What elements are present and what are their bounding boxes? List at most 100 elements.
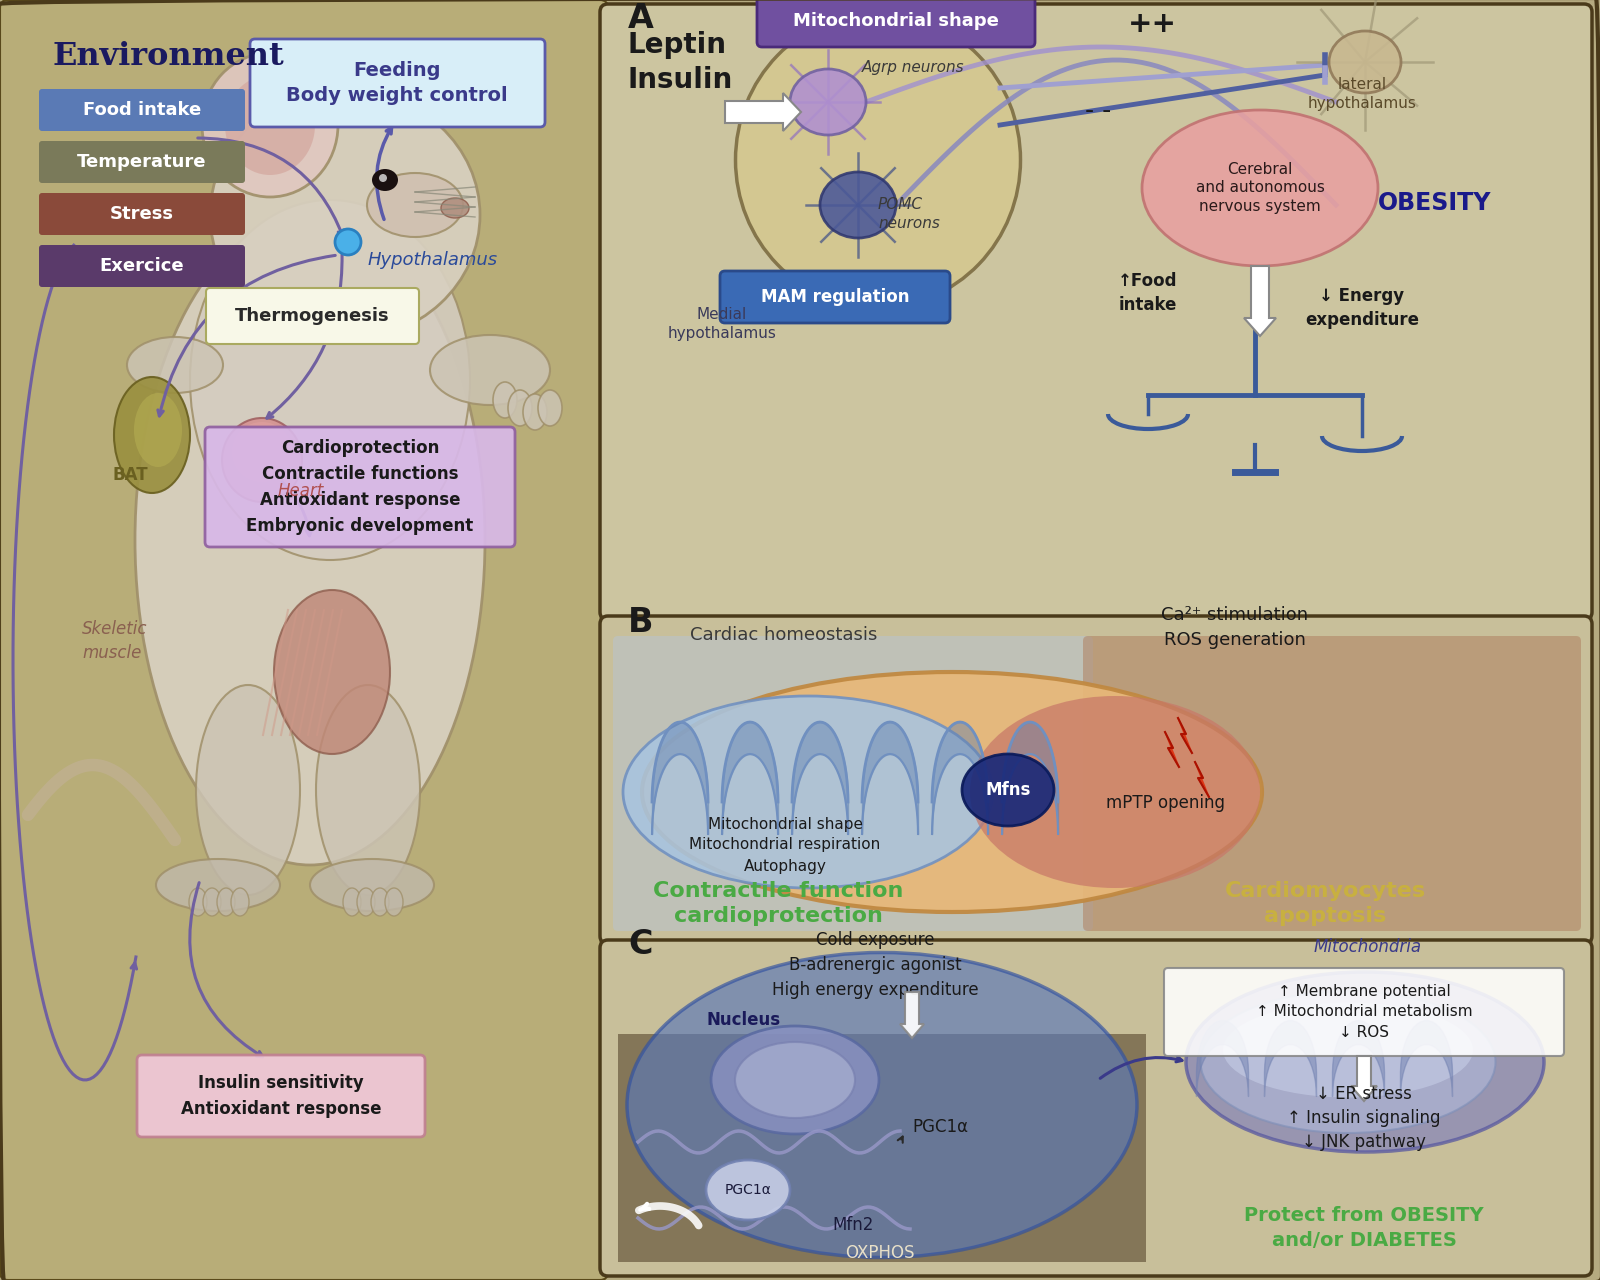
- Ellipse shape: [134, 215, 485, 865]
- Text: Mfns: Mfns: [986, 781, 1030, 799]
- Ellipse shape: [642, 672, 1262, 911]
- Text: Mitochondrial shape
Mitochondrial respiration
Autophagy: Mitochondrial shape Mitochondrial respir…: [690, 817, 880, 873]
- Ellipse shape: [274, 590, 390, 754]
- FancyArrow shape: [725, 93, 802, 131]
- Ellipse shape: [190, 200, 470, 561]
- FancyBboxPatch shape: [38, 244, 245, 287]
- Text: Stress: Stress: [110, 205, 174, 223]
- Ellipse shape: [1186, 972, 1544, 1152]
- FancyArrow shape: [1245, 266, 1277, 335]
- Ellipse shape: [203, 888, 221, 916]
- FancyBboxPatch shape: [600, 4, 1592, 620]
- FancyBboxPatch shape: [38, 141, 245, 183]
- Text: Insulin sensitivity
Antioxidant response: Insulin sensitivity Antioxidant response: [181, 1074, 381, 1117]
- FancyBboxPatch shape: [138, 1055, 426, 1137]
- Ellipse shape: [371, 169, 398, 191]
- FancyBboxPatch shape: [600, 616, 1592, 945]
- Ellipse shape: [790, 69, 866, 134]
- Text: Hypothalamus: Hypothalamus: [368, 251, 498, 269]
- FancyBboxPatch shape: [38, 193, 245, 236]
- Text: Cold exposure
B-adrenergic agonist
High energy expenditure: Cold exposure B-adrenergic agonist High …: [771, 931, 978, 998]
- Ellipse shape: [442, 198, 469, 218]
- Ellipse shape: [627, 952, 1138, 1257]
- Ellipse shape: [538, 390, 562, 426]
- FancyBboxPatch shape: [720, 271, 950, 323]
- Ellipse shape: [710, 1027, 878, 1134]
- FancyBboxPatch shape: [0, 0, 608, 1280]
- Text: C: C: [627, 928, 653, 961]
- Ellipse shape: [222, 419, 302, 502]
- Text: Food intake: Food intake: [83, 101, 202, 119]
- Polygon shape: [1195, 762, 1210, 797]
- Text: OXPHOS: OXPHOS: [845, 1244, 915, 1262]
- Text: Thermogenesis: Thermogenesis: [235, 307, 389, 325]
- Text: Environment: Environment: [51, 41, 283, 72]
- Ellipse shape: [509, 390, 531, 426]
- Polygon shape: [1165, 732, 1179, 767]
- Text: Contractile function
cardioprotection: Contractile function cardioprotection: [653, 881, 902, 925]
- Ellipse shape: [226, 76, 315, 175]
- Ellipse shape: [386, 888, 403, 916]
- Ellipse shape: [493, 381, 517, 419]
- Ellipse shape: [622, 696, 994, 888]
- Text: Agrp neurons: Agrp neurons: [862, 60, 965, 76]
- Text: Mitochondria: Mitochondria: [1314, 938, 1422, 956]
- Ellipse shape: [195, 685, 301, 895]
- Ellipse shape: [232, 422, 291, 483]
- Text: Cardioprotection
Contractile functions
Antioxidant response
Embryonic developmen: Cardioprotection Contractile functions A…: [246, 439, 474, 535]
- Ellipse shape: [1200, 991, 1496, 1133]
- FancyBboxPatch shape: [1083, 636, 1581, 931]
- Text: Mitochondrial shape: Mitochondrial shape: [794, 12, 998, 29]
- FancyBboxPatch shape: [613, 636, 1093, 931]
- Text: Nucleus: Nucleus: [706, 1011, 781, 1029]
- Text: Mfn2: Mfn2: [832, 1216, 874, 1234]
- Ellipse shape: [366, 173, 462, 237]
- FancyArrow shape: [899, 992, 925, 1038]
- FancyArrow shape: [1350, 1056, 1378, 1101]
- Ellipse shape: [334, 229, 362, 255]
- Ellipse shape: [819, 172, 896, 238]
- Ellipse shape: [706, 1160, 790, 1220]
- Ellipse shape: [134, 393, 182, 467]
- Text: BAT: BAT: [112, 466, 147, 484]
- Text: - -: - -: [1085, 99, 1112, 123]
- FancyBboxPatch shape: [205, 428, 515, 547]
- Ellipse shape: [962, 754, 1054, 826]
- Text: PGC1α: PGC1α: [912, 1117, 968, 1137]
- Ellipse shape: [210, 90, 480, 340]
- Text: Cardiomyocytes
apoptosis: Cardiomyocytes apoptosis: [1224, 881, 1426, 925]
- Text: OBESITY: OBESITY: [1378, 191, 1491, 215]
- Ellipse shape: [734, 1042, 854, 1117]
- Ellipse shape: [523, 394, 547, 430]
- Text: Exercice: Exercice: [99, 257, 184, 275]
- Ellipse shape: [342, 888, 362, 916]
- Ellipse shape: [1222, 1002, 1474, 1097]
- FancyBboxPatch shape: [1165, 968, 1565, 1056]
- Text: Temperature: Temperature: [77, 154, 206, 172]
- Text: MAM regulation: MAM regulation: [760, 288, 909, 306]
- FancyBboxPatch shape: [618, 1034, 1146, 1262]
- Text: PGC1α: PGC1α: [725, 1183, 771, 1197]
- Ellipse shape: [379, 174, 387, 182]
- Ellipse shape: [357, 888, 374, 916]
- Text: mPTP opening: mPTP opening: [1106, 794, 1224, 812]
- Text: Skeletic
muscle: Skeletic muscle: [82, 621, 147, 662]
- FancyBboxPatch shape: [757, 0, 1035, 47]
- Text: ++: ++: [1128, 10, 1178, 38]
- FancyBboxPatch shape: [38, 90, 245, 131]
- Ellipse shape: [202, 52, 338, 197]
- Text: Cardiac homeostasis: Cardiac homeostasis: [690, 626, 877, 644]
- Text: Feeding
Body weight control: Feeding Body weight control: [286, 61, 507, 105]
- Text: B: B: [627, 605, 653, 639]
- Ellipse shape: [371, 888, 389, 916]
- Text: Cerebral
and autonomous
nervous system: Cerebral and autonomous nervous system: [1195, 161, 1325, 214]
- Ellipse shape: [189, 888, 206, 916]
- Text: Protect from OBESITY
and/or DIABETES: Protect from OBESITY and/or DIABETES: [1245, 1206, 1483, 1251]
- Text: Leptin
Insulin: Leptin Insulin: [627, 32, 733, 93]
- Text: lateral
hypothalamus: lateral hypothalamus: [1307, 77, 1416, 111]
- FancyBboxPatch shape: [250, 38, 546, 127]
- Ellipse shape: [430, 335, 550, 404]
- Ellipse shape: [736, 13, 1021, 307]
- Ellipse shape: [1330, 31, 1402, 93]
- Ellipse shape: [310, 859, 434, 911]
